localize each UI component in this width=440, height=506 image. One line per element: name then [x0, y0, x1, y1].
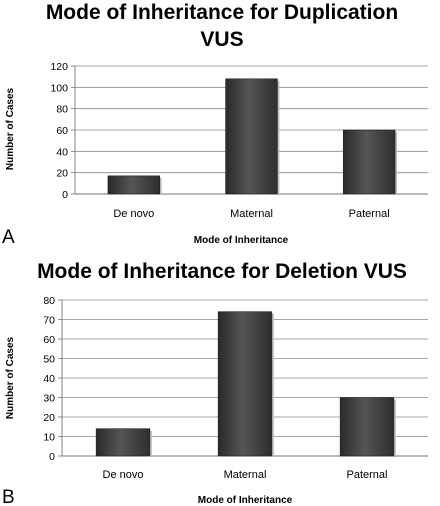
chart-b-bar-maternal — [217, 311, 273, 457]
chart-a-y-tick-label: 20 — [56, 168, 68, 180]
chart-b-y-tick-label: 50 — [43, 354, 55, 366]
chart-a-y-axis-label: Number of Cases — [5, 87, 16, 170]
chart-b-title-line-1: Mode of Inheritance for Deletion VUS — [37, 260, 407, 283]
chart-a-y-tick-label: 80 — [56, 104, 68, 116]
chart-b-y-tick-label: 40 — [43, 373, 55, 385]
chart-b-x-category-label: Maternal — [224, 469, 267, 481]
chart-a-bars — [107, 78, 398, 195]
chart-a-x-categories: De novo Maternal Paternal — [113, 208, 389, 220]
chart-a-x-category-label: Paternal — [349, 208, 390, 220]
chart-b-bar-paternal — [339, 397, 395, 457]
chart-b-bars — [95, 311, 396, 457]
chart-a-panel-label: A — [2, 227, 15, 248]
chart-a-y-tick-label: 120 — [50, 61, 68, 73]
chart-a-title-line-1: Mode of Inheritance for Duplication — [46, 1, 398, 24]
chart-b-y-axis-label: Number of Cases — [5, 336, 16, 419]
chart-b-y-tick-label: 0 — [49, 451, 55, 463]
chart-a-title-line-2: VUS — [200, 28, 243, 51]
chart-a: Mode of Inheritance for Duplication VUS … — [2, 1, 428, 248]
chart-a-y-tick-label: 0 — [62, 189, 68, 201]
chart-b-y-tick-label: 10 — [43, 432, 55, 444]
chart-b-x-category-label: De novo — [103, 469, 144, 481]
chart-a-y-tick-label: 60 — [56, 125, 68, 137]
chart-b-panel-label: B — [2, 487, 15, 506]
chart-a-bar-paternal — [342, 129, 396, 195]
chart-b-x-categories: De novo Maternal Paternal — [103, 469, 388, 481]
chart-b-y-tick-label: 60 — [43, 334, 55, 346]
chart-a-bar-maternal — [225, 78, 278, 195]
chart-a-x-axis-label: Mode of Inheritance — [194, 235, 289, 246]
chart-b-y-tick-label: 70 — [43, 315, 55, 327]
chart-a-y-ticks: 0 20 40 60 80 100 120 — [50, 61, 68, 201]
chart-a-bar-de-novo — [107, 175, 161, 195]
chart-b-y-tick-label: 30 — [43, 393, 55, 405]
chart-b-y-ticks: 0 10 20 30 40 50 60 70 80 — [43, 295, 55, 463]
chart-a-y-tick-label: 100 — [50, 82, 68, 94]
chart-a-x-category-label: De novo — [113, 208, 154, 220]
chart-a-x-category-label: Maternal — [230, 208, 273, 220]
chart-b-y-tick-label: 80 — [43, 295, 55, 307]
chart-b: Mode of Inheritance for Deletion VUS 0 10… — [2, 260, 428, 506]
chart-b-bar-de-novo — [95, 428, 151, 457]
chart-b-x-axis-label: Mode of Inheritance — [198, 495, 293, 506]
chart-b-x-category-label: Paternal — [347, 469, 388, 481]
chart-b-y-tick-label: 20 — [43, 412, 55, 424]
chart-a-y-tick-label: 40 — [56, 146, 68, 158]
